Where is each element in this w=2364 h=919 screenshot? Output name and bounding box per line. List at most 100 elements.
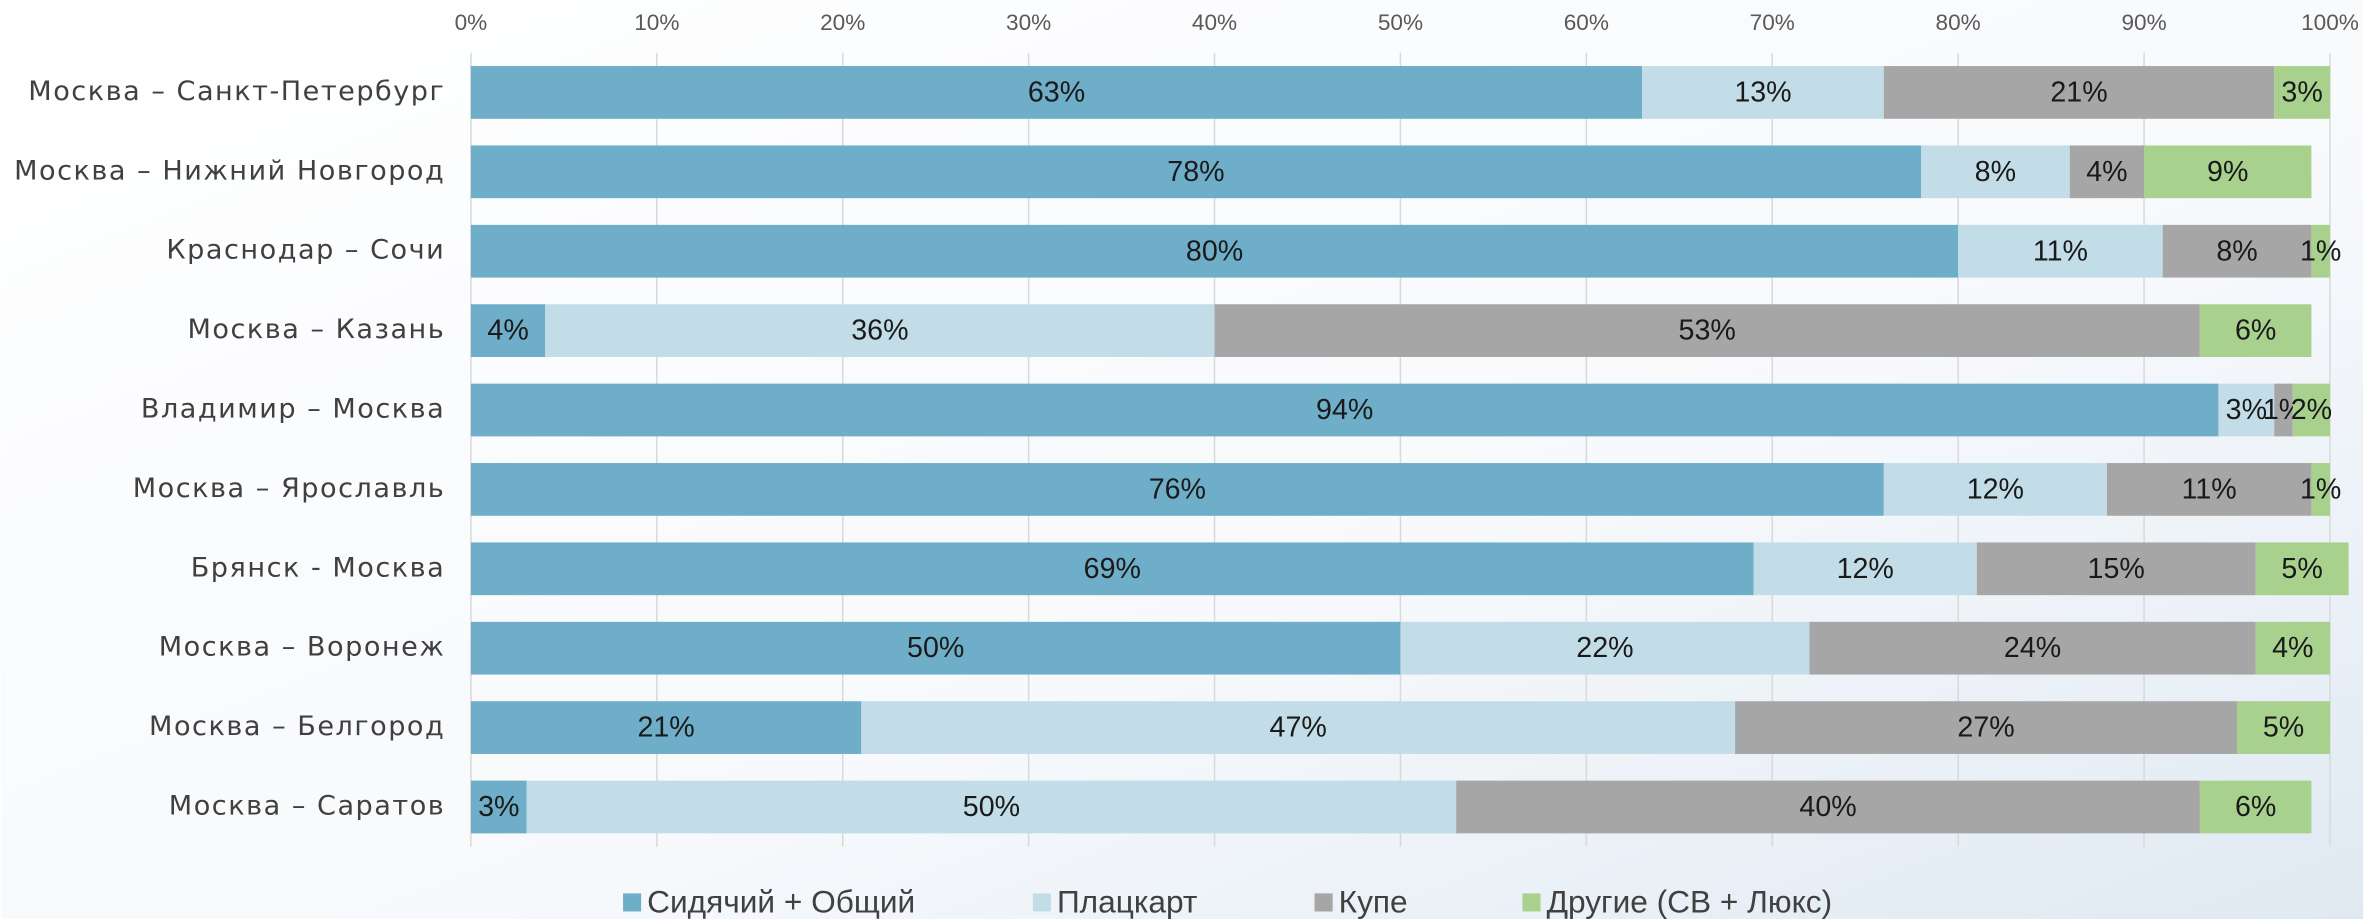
data-label: 6%: [2235, 791, 2276, 823]
x-tick-label: 30%: [1006, 10, 1051, 35]
bar-segment: [470, 701, 862, 754]
bar-segment: [1883, 463, 2107, 516]
bar-segment: [2311, 463, 2330, 516]
bar-segment: [2292, 383, 2330, 437]
y-tick-label: Москва – Воронеж: [159, 632, 446, 663]
bar-segment: [470, 542, 1754, 596]
y-tick-label: Москва – Нижний Новгород: [14, 155, 445, 186]
y-tick-label: Москва – Саратов: [169, 790, 445, 821]
bar-segment: [1456, 780, 2200, 834]
x-tick-label: 100%: [2301, 10, 2359, 35]
data-label: 21%: [637, 712, 694, 744]
data-label: 63%: [1028, 76, 1085, 108]
data-label: 4%: [2272, 632, 2313, 664]
bar-segment: [1809, 621, 2256, 675]
bar-segment: [2274, 66, 2330, 119]
legend-swatch: [1032, 893, 1051, 912]
data-label: 50%: [963, 791, 1020, 823]
data-label: 53%: [1679, 315, 1736, 347]
data-label: 2%: [2291, 394, 2332, 426]
bar-segment: [2218, 383, 2275, 437]
y-tick-label: Москва – Ярославль: [133, 473, 446, 504]
data-label: 76%: [1149, 473, 1206, 505]
y-tick-label: Владимир – Москва: [141, 394, 445, 425]
y-tick-label: Москва – Санкт-Петербург: [28, 76, 445, 107]
bar-segment: [2311, 224, 2330, 278]
bar-segment: [1958, 224, 2163, 278]
bar-segment: [470, 66, 1643, 119]
data-label: 4%: [2086, 156, 2127, 188]
bar-segment: [470, 463, 1884, 516]
data-label: 3%: [2281, 76, 2322, 108]
data-label: 12%: [1837, 553, 1894, 585]
legend-swatch: [1314, 893, 1333, 912]
y-tick-label: Москва – Казань: [187, 314, 445, 345]
bars: Москва – Санкт-Петербург 63% 13% 21% 3% Москв…: [14, 66, 2349, 834]
bar-segment: [1642, 66, 1884, 119]
bar-segment: [470, 621, 1401, 675]
x-tick-label: 20%: [820, 10, 865, 35]
data-label: 40%: [1799, 791, 1856, 823]
bar-segment: [2069, 145, 2145, 199]
legend-label: Купе: [1339, 883, 1408, 919]
data-label: 94%: [1316, 394, 1373, 426]
data-label: 8%: [1975, 156, 2016, 188]
bar-segment: [545, 304, 1215, 357]
data-label: 1%: [2300, 473, 2341, 505]
data-label: 22%: [1576, 632, 1633, 664]
y-tick-label: Краснодар – Сочи: [166, 235, 445, 266]
x-tick-label: 80%: [1936, 10, 1981, 35]
data-label: 8%: [2216, 235, 2257, 267]
bar-segment: [526, 780, 1457, 834]
data-label: 36%: [851, 315, 908, 347]
data-label: 3%: [2226, 394, 2267, 426]
bar-segment: [2255, 621, 2330, 675]
bar-segment: [1400, 621, 1810, 675]
bar-segment: [1214, 304, 2200, 357]
data-label: 1%: [2300, 235, 2341, 267]
data-label: 24%: [2004, 632, 2061, 664]
bar-segment: [2144, 145, 2312, 199]
data-label: 80%: [1186, 235, 1243, 267]
legend-label: Плацкарт: [1057, 883, 1197, 919]
data-label: 15%: [2088, 553, 2145, 585]
legend-label: Сидячий + Общий: [647, 883, 915, 919]
data-label: 78%: [1167, 156, 1224, 188]
data-label: 13%: [1734, 76, 1791, 108]
bar-segment: [1883, 66, 2275, 119]
bar-segment: [2255, 542, 2349, 596]
x-tick-label: 10%: [634, 10, 679, 35]
data-label: 12%: [1967, 473, 2024, 505]
legend: Сидячий + Общий Плацкарт Купе Другие (СВ + …: [623, 883, 1832, 919]
bar-segment: [1920, 145, 2070, 199]
legend-swatch: [623, 893, 642, 912]
bar-segment: [470, 383, 2219, 437]
bar-segment: [2274, 383, 2293, 437]
data-label: 11%: [2182, 473, 2237, 505]
bar-segment: [470, 224, 1959, 278]
data-label: 50%: [907, 632, 964, 664]
data-label: 6%: [2235, 315, 2276, 347]
bar-segment: [1753, 542, 1977, 596]
y-tick-label: Москва – Белгород: [149, 711, 445, 742]
data-label: 47%: [1270, 712, 1327, 744]
bar-segment: [2106, 463, 2312, 516]
data-label: 4%: [487, 315, 528, 347]
bar-segment: [1735, 701, 2238, 754]
bar-segment: [2237, 701, 2330, 754]
x-tick-label: 70%: [1750, 10, 1795, 35]
bar-segment: [470, 304, 546, 357]
x-tick-label: 60%: [1564, 10, 1609, 35]
bar-segment: [470, 780, 527, 834]
data-label: 69%: [1084, 553, 1141, 585]
data-label: 5%: [2281, 553, 2322, 585]
legend-swatch: [1522, 893, 1541, 912]
x-tick-label: 50%: [1378, 10, 1423, 35]
data-label: 21%: [2050, 76, 2107, 108]
data-label: 27%: [1957, 712, 2014, 744]
x-tick-label: 90%: [2121, 10, 2166, 35]
bar-segment: [470, 145, 1921, 199]
bar-segment: [861, 701, 1736, 754]
